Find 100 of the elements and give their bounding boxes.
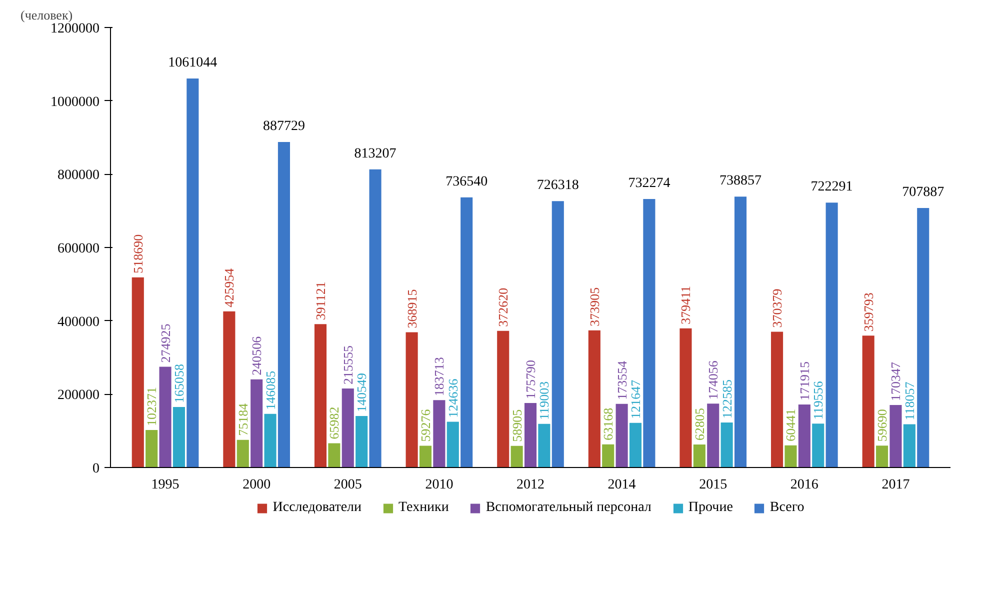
bar — [419, 446, 432, 468]
bar — [328, 443, 340, 468]
x-tick-label: 2012 — [516, 478, 544, 492]
y-tick-label: 0 — [92, 462, 100, 476]
bar — [629, 422, 642, 468]
data-label: 370379 — [770, 288, 785, 328]
bar — [693, 444, 706, 468]
bar — [369, 169, 382, 468]
data-label: 60441 — [783, 408, 798, 442]
data-label: 726318 — [536, 178, 579, 194]
data-label: 736540 — [446, 174, 488, 190]
bar — [132, 277, 144, 468]
bar — [223, 311, 236, 468]
data-label: 372620 — [496, 288, 511, 327]
y-tick-label: 1000000 — [50, 94, 100, 110]
legend-label: Техники — [398, 500, 449, 516]
data-label: 707887 — [902, 184, 944, 200]
data-label: 368915 — [404, 289, 420, 328]
bar — [784, 445, 797, 468]
legend-label: Вспомогательный персонал — [486, 500, 652, 516]
y-tick-label: 1200000 — [50, 22, 100, 36]
legend-label: Всего — [770, 500, 804, 516]
bar — [876, 446, 888, 468]
x-tick-label: 2015 — [699, 478, 728, 492]
data-label: 373905 — [586, 287, 602, 326]
bar — [356, 416, 368, 468]
bar — [707, 404, 720, 468]
data-label: 62805 — [692, 408, 707, 440]
bar — [433, 400, 446, 468]
data-label: 63168 — [600, 408, 616, 440]
bar — [826, 202, 838, 468]
bar — [146, 430, 158, 468]
bar — [159, 366, 172, 468]
data-label: 146085 — [262, 370, 278, 410]
data-label: 1061044 — [168, 55, 218, 70]
bar — [460, 197, 473, 468]
data-label: 173554 — [614, 360, 630, 400]
data-label: 58905 — [509, 409, 524, 442]
bar — [278, 142, 290, 468]
data-label: 813207 — [354, 146, 396, 162]
data-label: 102371 — [144, 386, 160, 426]
y-tick-label: 600000 — [58, 242, 100, 256]
bar — [264, 414, 276, 468]
bar — [602, 444, 614, 468]
bar — [497, 330, 510, 468]
data-label: 722291 — [810, 180, 853, 195]
data-label: 240506 — [249, 336, 264, 376]
y-tick-label: 800000 — [58, 168, 100, 184]
data-label: 174056 — [706, 360, 721, 400]
bar — [524, 403, 537, 468]
data-label: 359793 — [860, 292, 876, 332]
data-label: 75184 — [235, 402, 250, 436]
x-tick-label: 2016 — [790, 478, 818, 492]
data-label: 274925 — [158, 324, 173, 363]
y-axis-title: (человек) — [20, 8, 73, 22]
bar — [680, 328, 692, 468]
bar — [342, 388, 354, 468]
data-label: 59276 — [418, 408, 433, 442]
x-tick-label: 2010 — [425, 478, 454, 492]
y-tick-label: 200000 — [58, 388, 100, 404]
data-label: 175790 — [523, 360, 538, 400]
data-label: 65982 — [326, 406, 342, 440]
x-tick-label: 2005 — [334, 478, 362, 492]
data-label: 119003 — [536, 381, 552, 420]
bar — [890, 405, 902, 468]
bar — [720, 422, 733, 468]
data-label: 738857 — [720, 174, 762, 189]
data-label: 425954 — [222, 268, 237, 308]
x-tick-label: 2014 — [608, 478, 636, 492]
data-label: 518690 — [130, 234, 146, 274]
data-label: 118057 — [902, 381, 917, 420]
legend-label: Исследователи — [272, 500, 362, 516]
data-label: 121647 — [628, 379, 643, 419]
data-label: 59690 — [874, 409, 890, 442]
data-label: 391121 — [313, 282, 328, 320]
bar — [798, 404, 810, 468]
data-label: 183713 — [432, 357, 447, 396]
bar — [446, 422, 459, 468]
bar — [643, 199, 656, 468]
bar — [734, 196, 747, 468]
bar — [236, 440, 249, 468]
bar — [903, 424, 916, 468]
data-label: 215555 — [340, 345, 356, 384]
bar — [250, 379, 263, 468]
data-label: 379411 — [678, 286, 694, 324]
bar — [616, 404, 628, 468]
x-tick-label: 2000 — [242, 478, 271, 492]
bar — [314, 324, 327, 468]
bar — [812, 424, 824, 468]
bar — [770, 332, 784, 468]
x-tick-label: 1995 — [151, 478, 180, 492]
data-label: 140549 — [354, 372, 370, 412]
legend-label: Прочие — [688, 500, 733, 516]
data-label: 122585 — [719, 380, 734, 419]
bar — [172, 406, 186, 468]
bar — [406, 332, 418, 468]
data-label: 887729 — [262, 119, 305, 134]
data-label: 170347 — [888, 362, 904, 402]
bar — [862, 336, 874, 468]
data-label: 119556 — [810, 380, 826, 420]
